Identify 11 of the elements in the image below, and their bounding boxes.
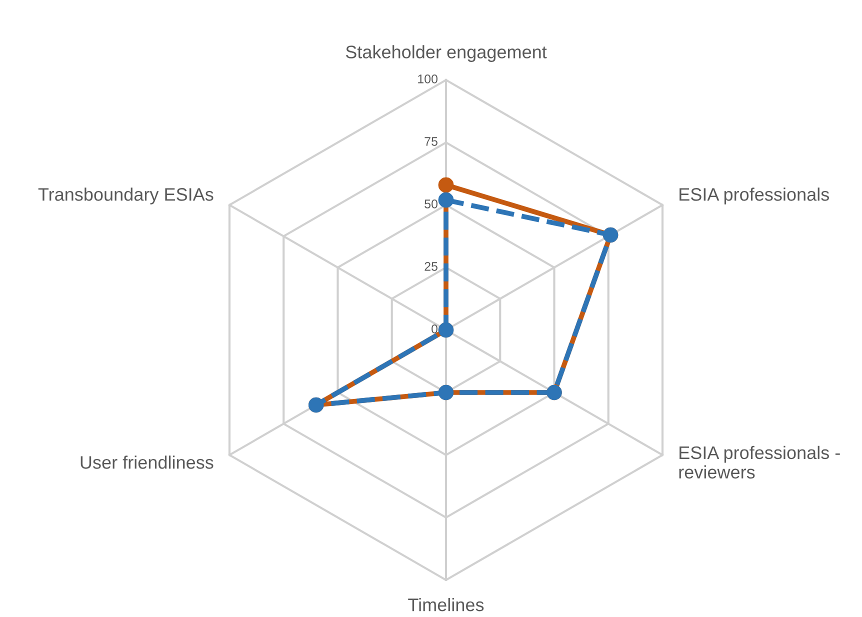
spoke-label: Stakeholder engagement	[346, 45, 547, 62]
y-tick-label: 50	[424, 200, 438, 208]
spoke-label: ESIA professionals	[680, 188, 829, 204]
spoke-label: Timelines	[408, 598, 484, 612]
spoke-label: User friendliness	[80, 456, 214, 469]
y-tick-label: 25	[424, 262, 438, 271]
y-tick-label: 0	[432, 324, 438, 334]
spoke-label: ESIA professionals - reviewers	[679, 446, 840, 479]
y-tick-label: 100	[418, 74, 438, 84]
spoke-label: Transboundary ESIAs	[38, 188, 214, 204]
y-tick-label: 75	[424, 137, 438, 146]
